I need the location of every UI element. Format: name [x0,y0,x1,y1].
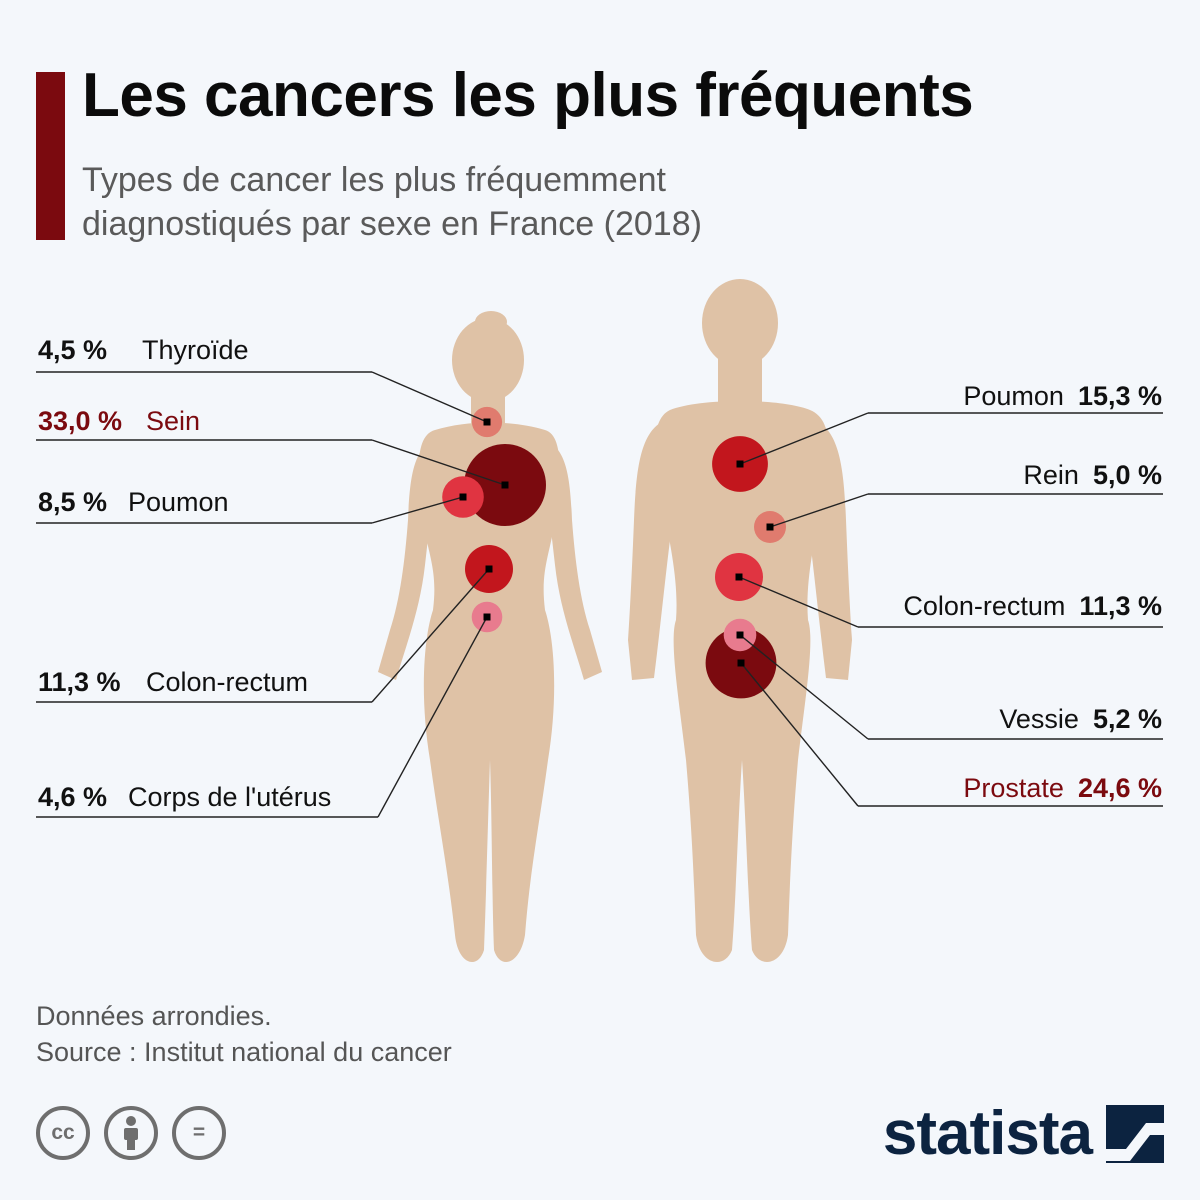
value-hommes-prostate: 24,6 % [1078,773,1162,803]
attribution-icon[interactable] [104,1106,158,1160]
label-hommes-prostate: Prostate [963,773,1064,803]
leader-femmes-thyroide [371,371,488,423]
leader-femmes-sein [371,439,506,486]
marker-hommes-rein [766,523,774,531]
label-femmes-sein: Sein [146,406,200,436]
value-hommes-vessie: 5,2 % [1093,704,1162,734]
leader-lines [36,371,1163,818]
marker-hommes-vessie [736,631,744,639]
label-hommes-colon-rectum: Colon-rectum [903,591,1065,621]
marker-femmes-sein [501,481,509,489]
no-derivatives-icon[interactable]: = [172,1106,226,1160]
leader-femmes-poumon [371,496,464,524]
value-femmes-sein: 33,0 % [38,406,122,436]
label-hommes-vessie: Vessie [999,704,1079,734]
label-femmes-thyroide: Thyroïde [142,335,249,365]
license-icons: cc = [36,1106,226,1160]
marker-hommes-prostate [737,659,745,667]
value-femmes-poumon: 8,5 % [38,487,107,517]
leader-hommes-vessie [739,634,869,740]
source-note: Source : Institut national du cancer [36,1037,452,1067]
rounding-note: Données arrondies. [36,1001,272,1031]
page-title: Les cancers les plus fréquents [82,61,974,130]
value-femmes-thyroide: 4,5 % [38,335,107,365]
cc-icon[interactable]: cc [36,1106,90,1160]
marker-femmes-colon-rectum [485,565,493,573]
body-silhouettes [378,279,852,962]
value-hommes-poumon: 15,3 % [1078,381,1162,411]
marker-hommes-poumon [736,460,744,468]
value-hommes-rein: 5,0 % [1093,460,1162,490]
value-hommes-colon-rectum: 11,3 % [1079,591,1162,621]
value-femmes-colon-rectum: 11,3 % [38,667,121,697]
footnote: Données arrondies. Source : Institut nat… [36,998,452,1070]
value-femmes-corps-de-l-uterus: 4,6 % [38,782,107,812]
leader-hommes-prostate [740,662,859,807]
label-femmes-colon-rectum: Colon-rectum [146,667,308,697]
leader-femmes-colon-rectum [371,568,490,703]
female-silhouette [378,311,602,962]
marker-femmes-thyroide [483,418,491,426]
marker-femmes-corps-de-l-uterus [483,613,491,621]
label-hommes-rein: Rein [1023,460,1079,490]
leader-femmes-corps-de-l-uterus [377,616,488,818]
label-femmes-poumon: Poumon [128,487,229,517]
brand-name: statista [882,1099,1093,1168]
label-femmes-corps-de-l-uterus: Corps de l'utérus [128,782,331,812]
title-accent-bar [36,72,65,240]
statista-brand[interactable]: statista [883,1098,1164,1169]
marker-hommes-colon-rectum [735,573,743,581]
labels-layer: 4,5 % Thyroïde 33,0 % Sein 8,5 % Poumon 11,3 %… [38,335,1162,812]
marker-femmes-poumon [459,493,467,501]
leader-hommes-rein [769,493,869,528]
label-hommes-poumon: Poumon [963,381,1064,411]
page-subtitle: Types de cancer les plus fréquemment dia… [82,161,702,243]
statista-logo-icon [1106,1104,1164,1163]
leader-hommes-colon-rectum [738,576,859,628]
leader-hommes-poumon [739,412,869,465]
